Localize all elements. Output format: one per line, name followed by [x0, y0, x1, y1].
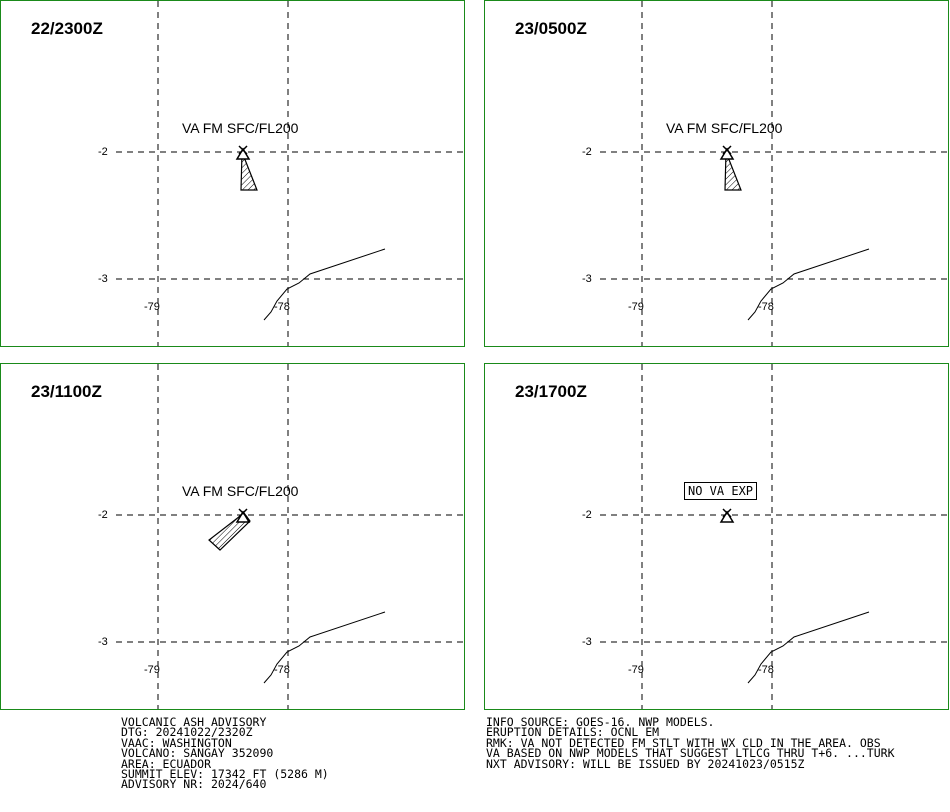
map-graphic [116, 1, 464, 346]
advisory-line: VOLCANO: SANGAY 352090 [121, 746, 274, 761]
ash-plume-area [724, 151, 742, 191]
advisory-line: VOLCANIC ASH ADVISORY [121, 715, 267, 729]
coastline [747, 611, 870, 684]
lon-label: -79 [144, 301, 160, 313]
forecast-panel-t0: 22/2300Z VA FM SFC/FL200 -2 -3 -79 -78 [0, 0, 465, 347]
valid-time: 22/2300Z [31, 19, 103, 38]
lat-label: -3 [582, 273, 592, 285]
lat-lon-grid [600, 1, 948, 346]
advisory-line: VA BASED ON NWP MODELS THAT SUGGEST LTLC… [486, 746, 895, 761]
map-graphic [116, 364, 464, 709]
map-graphic [600, 1, 948, 346]
ash-label: VA FM SFC/FL200 [182, 120, 299, 136]
volcano-icon [719, 508, 735, 523]
volcano-icon [719, 145, 735, 160]
lat-label: -3 [98, 273, 108, 285]
valid-time: 23/0500Z [515, 19, 587, 38]
map-graphic [600, 364, 948, 709]
lon-label: -78 [274, 664, 290, 676]
advisory-line: DTG: 20241022/2320Z [121, 725, 253, 740]
lon-label: -78 [274, 301, 290, 313]
coastline [747, 248, 870, 321]
ash-label: VA FM SFC/FL200 [182, 483, 299, 499]
lat-label: -2 [98, 146, 108, 158]
forecast-panel-t6: 23/0500Z VA FM SFC/FL200 -2 -3 -79 -78 [484, 0, 949, 347]
volcano-icon [235, 508, 251, 523]
advisory-line: VAAC: WASHINGTON [121, 735, 232, 750]
advisory-line: INFO SOURCE: GOES-16. NWP MODELS. [486, 715, 715, 729]
lon-label: -78 [758, 301, 774, 313]
valid-time: 23/1100Z [31, 382, 102, 401]
lat-lon-grid [600, 364, 948, 709]
lat-label: -2 [98, 509, 108, 521]
coastline [263, 248, 386, 321]
advisory-header: VOLCANIC ASH ADVISORY DTG: 20241022/2320Z… [121, 715, 329, 792]
lat-label: -2 [582, 509, 592, 521]
valid-time: 23/1700Z [515, 382, 587, 401]
volcano-icon [235, 145, 251, 160]
advisory-line: AREA: ECUADOR [121, 756, 212, 771]
coastline [263, 611, 386, 684]
lon-label: -79 [628, 664, 644, 676]
advisory-line: ADVISORY NR: 2024/640 [121, 777, 267, 792]
advisory-details: INFO SOURCE: GOES-16. NWP MODELS. ERUPTIO… [486, 715, 895, 771]
ash-label: VA FM SFC/FL200 [666, 120, 783, 136]
forecast-panel-t18: 23/1700Z NO VA EXP -2 -3 -79 -78 [484, 363, 949, 710]
lat-lon-grid [116, 1, 464, 346]
advisory-line: RMK: VA NOT DETECTED FM STLT WITH WX CLD… [486, 735, 881, 750]
lat-lon-grid [116, 364, 464, 709]
lon-label: -78 [758, 664, 774, 676]
lat-label: -3 [582, 636, 592, 648]
lat-label: -3 [98, 636, 108, 648]
no-ash-label: NO VA EXP [684, 482, 758, 500]
advisory-line: NXT ADVISORY: WILL BE ISSUED BY 20241023… [486, 756, 805, 771]
ash-plume-area [240, 151, 258, 191]
advisory-line: SUMMIT ELEV: 17342 FT (5286 M) [121, 767, 329, 782]
forecast-panel-t12: 23/1100Z VA FM SFC/FL200 -2 -3 -79 -78 [0, 363, 465, 710]
lat-label: -2 [582, 146, 592, 158]
lon-label: -79 [628, 301, 644, 313]
lon-label: -79 [144, 664, 160, 676]
advisory-line: ERUPTION DETAILS: OCNL EM [486, 725, 660, 740]
